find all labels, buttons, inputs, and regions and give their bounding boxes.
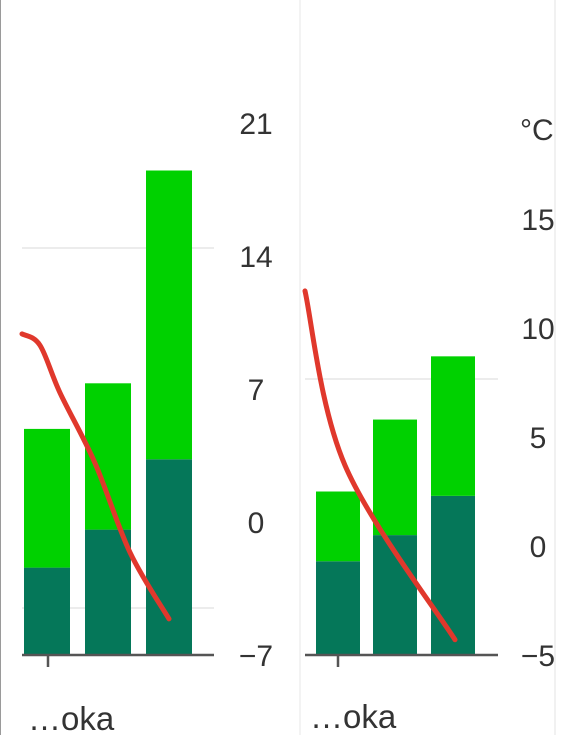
chart-1-tick-label: 14 bbox=[239, 241, 272, 274]
chart-2-bar-dark-3 bbox=[431, 495, 475, 655]
chart-1-bar-light-1 bbox=[24, 428, 70, 568]
chart-1-tick-label: 7 bbox=[248, 374, 265, 407]
chart-1-bar-dark-2 bbox=[85, 529, 131, 655]
chart-2-tick-label: 10 bbox=[521, 313, 554, 346]
chart-1-tick-label: 0 bbox=[248, 507, 265, 540]
chart-1-tick-label: −7 bbox=[239, 640, 273, 673]
chart-2-temperature-line bbox=[302, 288, 458, 643]
chart-2-bar-light-3 bbox=[431, 356, 475, 496]
chart-1-tick-label: 21 bbox=[239, 108, 272, 141]
chart-1-tick-labels: −7 0 7 14 21 bbox=[239, 108, 273, 673]
chart-2-bar-light-1 bbox=[316, 491, 360, 562]
chart-2-bars bbox=[316, 356, 475, 655]
chart-1-bar-dark-1 bbox=[24, 567, 70, 655]
chart-2-bar-dark-1 bbox=[316, 561, 360, 655]
chart-2-unit-label: °C bbox=[520, 114, 554, 147]
chart-2: −5 0 5 10 15 °C …oka bbox=[302, 114, 555, 735]
chart-2-tick-label: 0 bbox=[530, 531, 547, 564]
chart-2-tick-labels: −5 0 5 10 15 bbox=[521, 204, 555, 673]
chart-1-bar-dark-3 bbox=[146, 459, 192, 655]
chart-1-axis bbox=[22, 653, 214, 667]
chart-1-category-label: …oka bbox=[28, 700, 115, 735]
chart-2-tick-label: 5 bbox=[530, 422, 547, 455]
chart-1: −7 0 7 14 21 …oka bbox=[19, 108, 273, 735]
chart-1-temperature-line bbox=[19, 331, 172, 622]
chart-2-category-label: …oka bbox=[310, 698, 397, 735]
chart-1-bar-light-3 bbox=[146, 170, 192, 460]
chart-2-bar-light-2 bbox=[373, 419, 417, 536]
chart-2-axis bbox=[305, 653, 498, 667]
chart-2-tick-label: −5 bbox=[521, 640, 555, 673]
chart-2-tick-label: 15 bbox=[521, 204, 554, 237]
